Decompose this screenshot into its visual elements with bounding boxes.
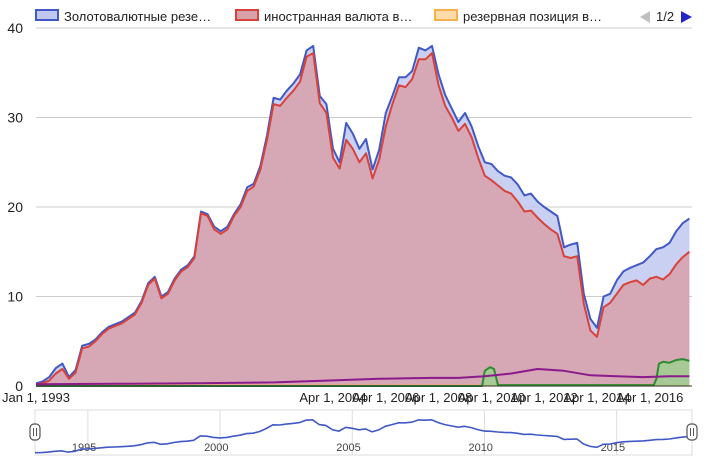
plot-area bbox=[35, 44, 691, 387]
legend-swatch-reserve-position bbox=[434, 9, 458, 21]
legend-entry-reserve-position[interactable]: резервная позиция в… bbox=[434, 9, 602, 24]
x-tick-label-6: Apr 1, 2014 bbox=[563, 390, 630, 405]
x-tick-label-2: Apr 1, 2006 bbox=[352, 390, 419, 405]
range-tick-label-3: 2010 bbox=[468, 442, 492, 454]
range-tick-label-1: 2000 bbox=[204, 442, 228, 454]
y-tick-label-3: 30 bbox=[7, 110, 23, 126]
legend-next-arrow-icon[interactable] bbox=[681, 11, 692, 23]
series-4-line[interactable] bbox=[35, 368, 690, 386]
legend-swatch-reserves bbox=[35, 9, 59, 21]
x-tick-label-7: Apr 1, 2016 bbox=[616, 390, 683, 405]
legend-entry-reserves[interactable]: Золотовалютные резе… bbox=[35, 9, 211, 24]
range-handle-left[interactable] bbox=[29, 423, 41, 441]
y-tick-label-4: 40 bbox=[7, 20, 23, 36]
legend-label-foreign-currency: иностранная валюта в… bbox=[264, 9, 412, 24]
legend-label-reserve-position: резервная позиция в… bbox=[463, 9, 602, 24]
series-1-line[interactable] bbox=[35, 52, 691, 386]
legend-entry-foreign-currency[interactable]: иностранная валюта в… bbox=[235, 9, 412, 24]
range-overview-line bbox=[34, 418, 690, 454]
range-tick-label-2: 2005 bbox=[336, 442, 360, 454]
y-tick-label-0: 0 bbox=[15, 378, 23, 394]
x-tick-label-0: Jan 1, 1993 bbox=[2, 390, 70, 405]
x-tick-label-4: Apr 1, 2010 bbox=[458, 390, 525, 405]
handle-grip-icon bbox=[29, 423, 41, 441]
legend-page-indicator: 1/2 bbox=[656, 9, 674, 24]
x-tick-label-1: Apr 1, 2004 bbox=[299, 390, 366, 405]
y-tick-label-1: 10 bbox=[7, 289, 23, 305]
series-3-line[interactable] bbox=[36, 358, 690, 387]
handle-grip-icon bbox=[686, 423, 698, 441]
range-selector-background bbox=[34, 409, 693, 456]
y-tick-label-2: 20 bbox=[7, 199, 23, 215]
series-1-area bbox=[36, 53, 690, 386]
legend: Золотовалютные резе… иностранная валюта … bbox=[35, 9, 692, 24]
legend-pager: 1/2 bbox=[640, 9, 692, 24]
y-axis: 0 10 20 30 40 bbox=[7, 20, 23, 394]
x-tick-label-3: Apr 1, 2008 bbox=[405, 390, 472, 405]
legend-label-reserves: Золотовалютные резе… bbox=[64, 9, 211, 24]
range-selector[interactable]: 1995 2000 2005 2010 2015 bbox=[29, 409, 698, 456]
legend-swatch-foreign-currency bbox=[235, 9, 259, 21]
range-tick-label-4: 2015 bbox=[601, 442, 625, 454]
x-tick-label-5: Apr 1, 2012 bbox=[511, 390, 578, 405]
legend-prev-arrow-icon[interactable] bbox=[640, 11, 650, 23]
range-handle-right[interactable] bbox=[686, 423, 698, 441]
